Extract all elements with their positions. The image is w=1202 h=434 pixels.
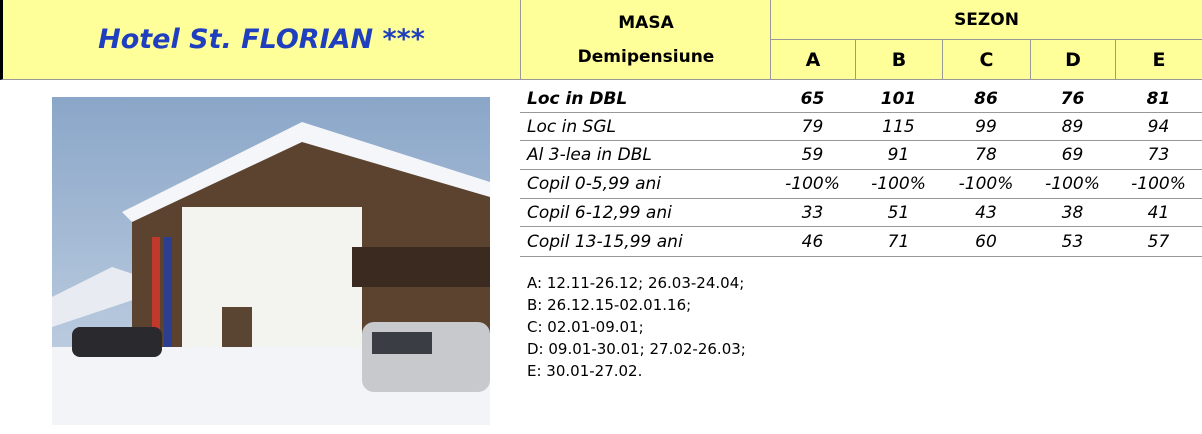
season-note: B: 26.12.15-02.01.16; xyxy=(527,294,746,316)
season-notes: A: 12.11-26.12; 26.03-24.04;B: 26.12.15-… xyxy=(527,272,746,382)
masa-header: MASA Demipensiune xyxy=(520,0,770,80)
row-label: Loc in DBL xyxy=(520,85,770,113)
row-label: Copil 0-5,99 ani xyxy=(520,170,770,199)
price-cell: 91 xyxy=(855,141,942,170)
row-label: Loc in SGL xyxy=(520,113,770,141)
season-column: D xyxy=(1030,40,1115,80)
hotel-photo xyxy=(52,97,490,425)
price-cell: 79 xyxy=(770,113,855,141)
season-column: C xyxy=(942,40,1030,80)
price-cell: 81 xyxy=(1115,85,1202,113)
season-column: B xyxy=(855,40,942,80)
row-label: Copil 13-15,99 ani xyxy=(520,227,770,257)
price-cell: 78 xyxy=(942,141,1030,170)
price-cell: -100% xyxy=(770,170,855,199)
masa-label: MASA xyxy=(521,8,771,38)
row-label: Copil 6-12,99 ani xyxy=(520,199,770,227)
price-cell: 33 xyxy=(770,199,855,227)
price-cell: 89 xyxy=(1030,113,1115,141)
price-cell: 51 xyxy=(855,199,942,227)
price-cell: 86 xyxy=(942,85,1030,113)
price-cell: 57 xyxy=(1115,227,1202,257)
price-cell: 60 xyxy=(942,227,1030,257)
season-note: A: 12.11-26.12; 26.03-24.04; xyxy=(527,272,746,294)
price-cell: 94 xyxy=(1115,113,1202,141)
price-cell: 76 xyxy=(1030,85,1115,113)
season-note: D: 09.01-30.01; 27.02-26.03; xyxy=(527,338,746,360)
sezon-header: SEZON xyxy=(770,0,1202,40)
price-cell: -100% xyxy=(855,170,942,199)
price-cell: 53 xyxy=(1030,227,1115,257)
price-cell: 65 xyxy=(770,85,855,113)
price-cell: 59 xyxy=(770,141,855,170)
price-cell: 101 xyxy=(855,85,942,113)
row-label: Al 3-lea in DBL xyxy=(520,141,770,170)
season-note: E: 30.01-27.02. xyxy=(527,360,746,382)
price-cell: 99 xyxy=(942,113,1030,141)
price-cell: -100% xyxy=(942,170,1030,199)
price-cell: 115 xyxy=(855,113,942,141)
price-cell: 43 xyxy=(942,199,1030,227)
masa-type: Demipensiune xyxy=(521,42,771,72)
price-cell: 69 xyxy=(1030,141,1115,170)
page: {"header": {"title": "Hotel St. FLORIAN … xyxy=(0,0,1202,434)
price-cell: 41 xyxy=(1115,199,1202,227)
price-cell: 71 xyxy=(855,227,942,257)
price-cell: -100% xyxy=(1030,170,1115,199)
hotel-title: Hotel St. FLORIAN *** xyxy=(0,0,520,80)
price-cell: 46 xyxy=(770,227,855,257)
price-cell: -100% xyxy=(1115,170,1202,199)
season-column: A xyxy=(770,40,855,80)
season-note: C: 02.01-09.01; xyxy=(527,316,746,338)
price-cell: 38 xyxy=(1030,199,1115,227)
season-column: E xyxy=(1115,40,1202,80)
price-cell: 73 xyxy=(1115,141,1202,170)
